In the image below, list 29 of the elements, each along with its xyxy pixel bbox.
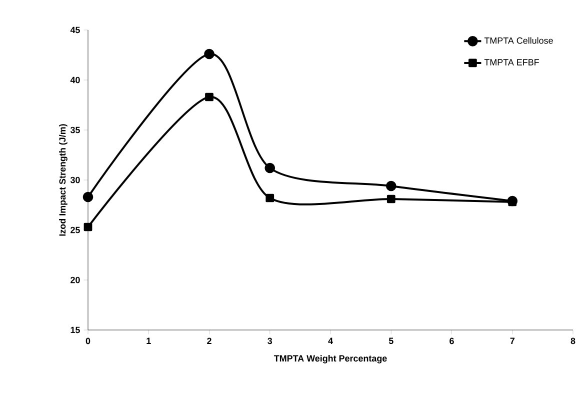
point: [84, 222, 92, 232]
y-tick-label: 15: [70, 326, 80, 334]
y-tick-label: 30: [70, 176, 80, 184]
y-tick-label: 40: [70, 76, 80, 84]
y-tick-label: 35: [70, 126, 80, 134]
x-tick-label: 0: [86, 338, 90, 344]
x-tick-label: 5: [388, 338, 394, 344]
y-axis-title: Izod Impact Strength (J/m): [59, 124, 68, 236]
x-tick-label: 2: [207, 338, 212, 344]
point: [82, 192, 94, 202]
x-axis-title: TMPTA Weight Percentage: [274, 354, 387, 364]
x-tick-label: 4: [328, 338, 333, 344]
y-tick-label: 25: [70, 226, 80, 234]
x-tick-label: 7: [510, 338, 514, 344]
point: [386, 180, 396, 192]
point: [204, 48, 214, 60]
y-tick-label: 45: [70, 26, 80, 34]
point: [205, 92, 214, 102]
y-tick-label: 20: [70, 276, 80, 284]
point: [266, 194, 274, 202]
x-tick-label: 1: [146, 338, 151, 344]
legend-label: TMPTA EFBF: [484, 59, 539, 66]
x-tick-label: 3: [268, 338, 272, 344]
x-tick-label: 6: [450, 338, 454, 344]
point: [386, 194, 396, 204]
x-tick-label: 8: [570, 338, 576, 344]
point: [264, 162, 276, 174]
point: [508, 198, 517, 206]
legend-label: TMPTA Cellulose: [484, 37, 553, 44]
